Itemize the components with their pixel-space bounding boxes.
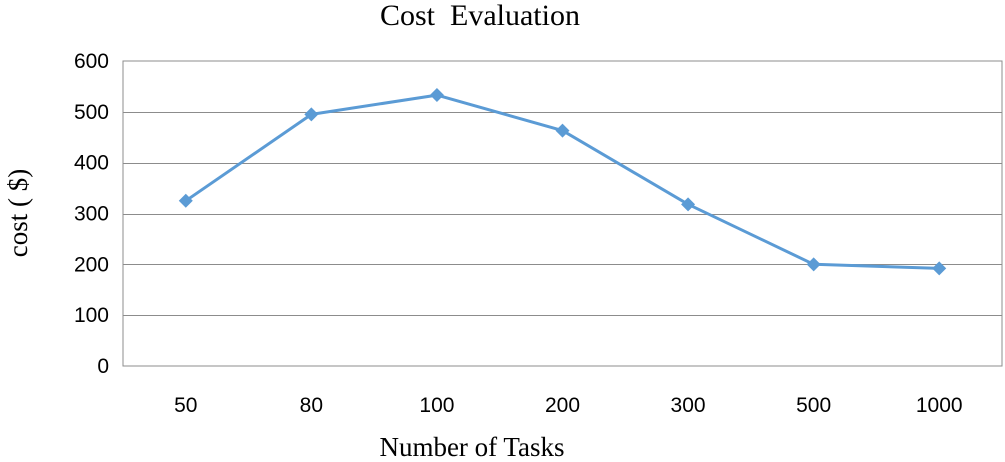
series-line-0 bbox=[184, 93, 940, 270]
y-tick-label: 0 bbox=[97, 355, 109, 378]
y-tick-label: 500 bbox=[74, 101, 109, 124]
data-point-50 bbox=[178, 193, 193, 208]
x-tick-label: 80 bbox=[300, 394, 323, 417]
plot-area bbox=[122, 60, 1003, 367]
data-point-1000 bbox=[932, 261, 947, 276]
data-point-500 bbox=[806, 257, 821, 272]
x-axis-title: Number of Tasks bbox=[379, 432, 564, 462]
gridlines bbox=[123, 112, 1002, 316]
data-point-300 bbox=[681, 197, 696, 212]
y-axis-ticks: 0 100 200 300 400 500 600 bbox=[74, 50, 109, 378]
series-layer bbox=[178, 88, 947, 276]
data-point-100 bbox=[429, 88, 444, 103]
x-tick-label: 50 bbox=[174, 394, 197, 417]
x-tick-label: 500 bbox=[796, 394, 831, 417]
data-point-200 bbox=[555, 123, 570, 138]
y-tick-label: 100 bbox=[74, 304, 109, 327]
y-tick-label: 200 bbox=[74, 253, 109, 276]
y-axis-title: cost ( $) bbox=[3, 169, 33, 257]
x-tick-label: 1000 bbox=[916, 394, 963, 417]
y-tick-label: 400 bbox=[74, 152, 109, 175]
x-tick-label: 300 bbox=[671, 394, 706, 417]
data-point-80 bbox=[304, 107, 319, 122]
x-tick-label: 100 bbox=[419, 394, 454, 417]
x-tick-label: 200 bbox=[545, 394, 580, 417]
y-tick-label: 300 bbox=[74, 203, 109, 226]
y-tick-label: 600 bbox=[74, 50, 109, 73]
chart-title: Cost Evaluation bbox=[380, 0, 580, 32]
x-axis-ticks: 50 80 100 200 300 500 1000 bbox=[174, 394, 962, 417]
